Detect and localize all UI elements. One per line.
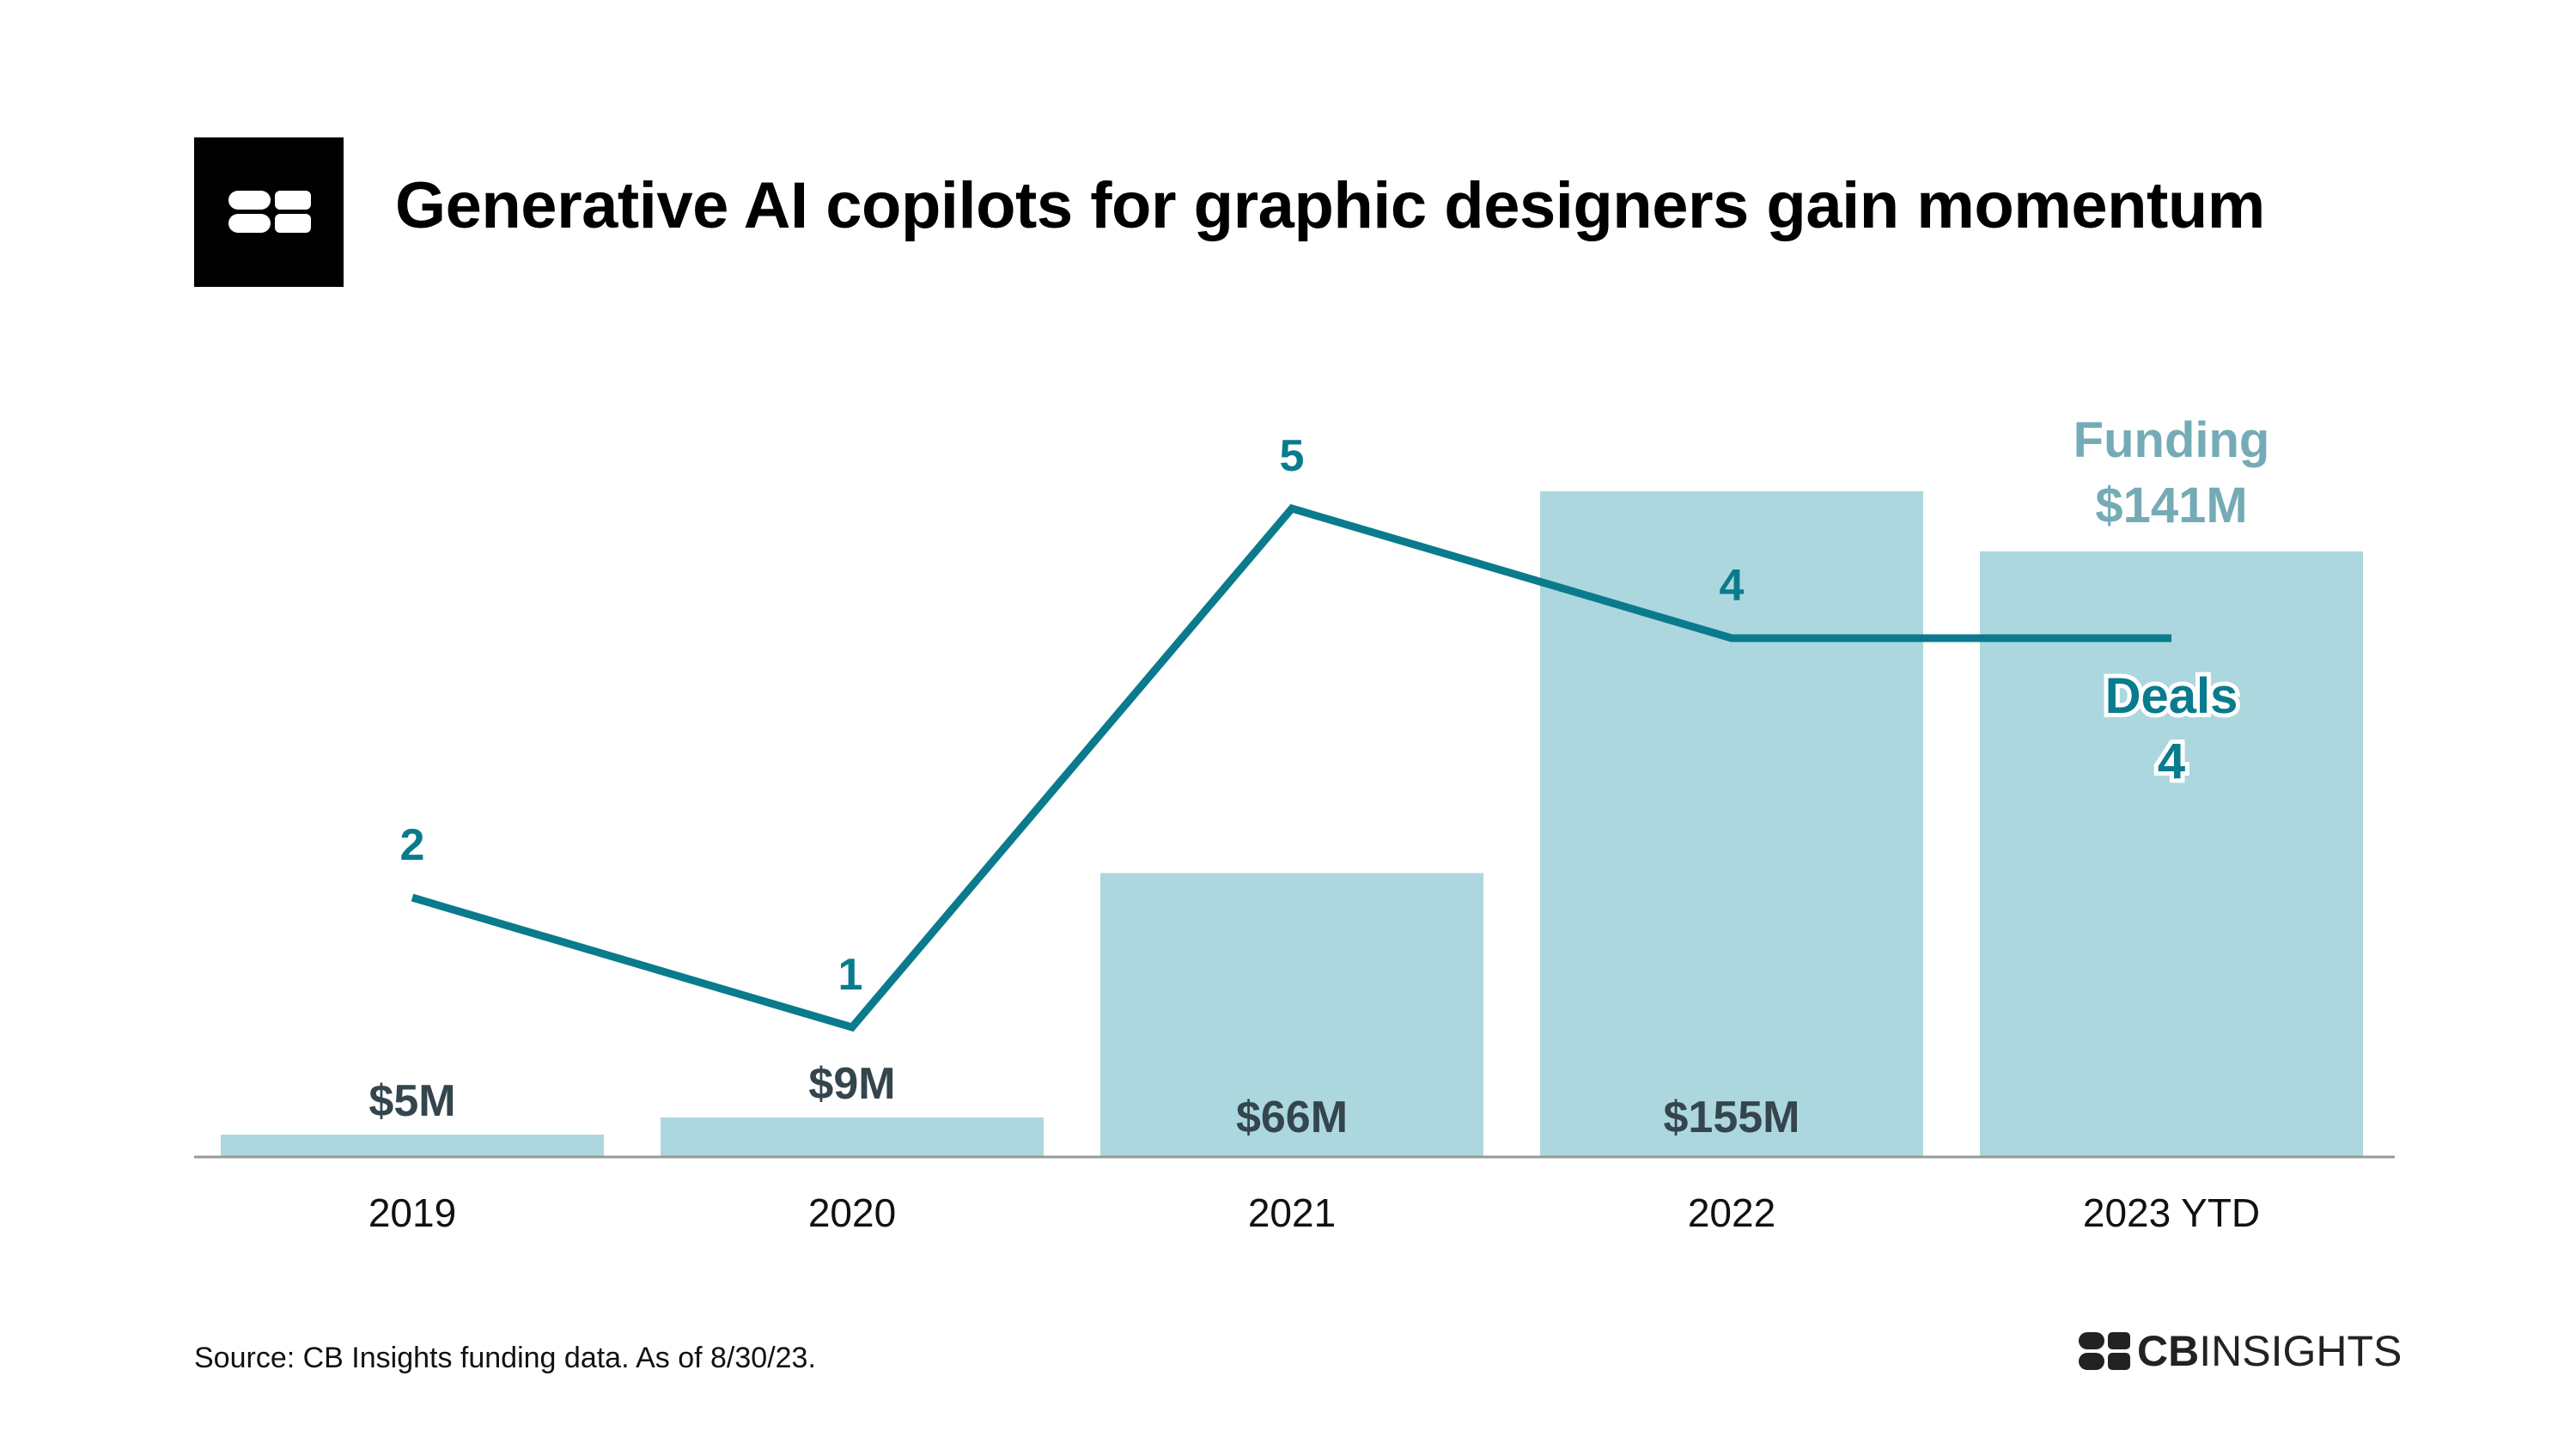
bar-2020 bbox=[661, 1117, 1044, 1156]
x-tick-label: 2021 bbox=[1248, 1190, 1336, 1235]
cb-logo-mark bbox=[194, 137, 344, 287]
deal-count-label: 4 bbox=[1720, 561, 1745, 611]
x-tick-label: 2022 bbox=[1688, 1190, 1775, 1235]
source-note: Source: CB Insights funding data. As of … bbox=[194, 1342, 816, 1374]
cb-logo-icon bbox=[228, 191, 311, 233]
bar-value-label: $9M bbox=[808, 1059, 895, 1109]
x-tick-label: 2023 YTD bbox=[2083, 1190, 2260, 1235]
x-tick-label: 2019 bbox=[368, 1190, 456, 1235]
funding-legend-name: Funding bbox=[2074, 412, 2270, 468]
bar-2021 bbox=[1100, 873, 1483, 1156]
funding-legend-value: $141M bbox=[2095, 478, 2247, 533]
deal-count-label: 5 bbox=[1280, 431, 1305, 481]
cb-insights-brand: CBINSIGHTS bbox=[2079, 1326, 2402, 1378]
brand-bold-text: CB bbox=[2137, 1327, 2200, 1375]
deals-legend-value: 4 bbox=[2158, 734, 2185, 789]
bar-value-label: $66M bbox=[1236, 1093, 1348, 1142]
bar-value-label: $155M bbox=[1664, 1093, 1800, 1142]
deal-count-label: 1 bbox=[838, 950, 863, 1000]
brand-light-text: INSIGHTS bbox=[2199, 1327, 2402, 1375]
x-tick-label: 2020 bbox=[808, 1190, 896, 1235]
deals-legend-name: Deals bbox=[2105, 668, 2238, 724]
deal-count-label: 2 bbox=[400, 820, 425, 870]
bar-value-label: $5M bbox=[368, 1076, 455, 1126]
deals-line bbox=[411, 503, 2171, 1032]
bar-2019 bbox=[221, 1135, 604, 1156]
chart-title: Generative AI copilots for graphic desig… bbox=[395, 169, 2265, 242]
bar-2023-ytd bbox=[1980, 551, 2363, 1156]
cb-brand-icon bbox=[2079, 1332, 2130, 1370]
